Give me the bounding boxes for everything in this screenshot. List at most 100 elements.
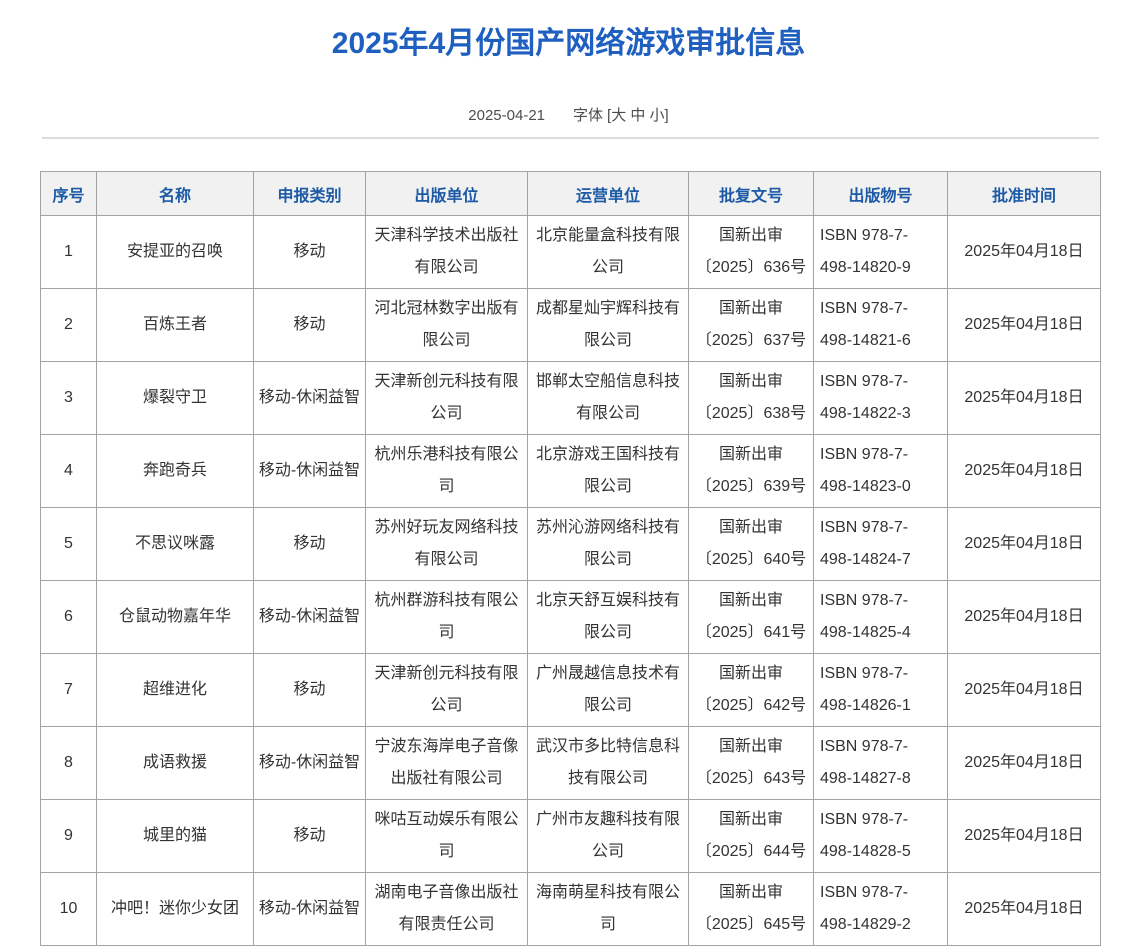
- col-header-isbn: 出版物号: [813, 171, 948, 216]
- cell-approval-date: 2025年04月18日: [947, 507, 1101, 581]
- cell-name: 奔跑奇兵: [96, 434, 254, 508]
- col-header-no: 序号: [40, 171, 97, 216]
- cell-isbn: ISBN 978-7- 498-14823-0: [813, 434, 948, 508]
- cell-category: 移动: [253, 288, 366, 362]
- cell-name: 超维进化: [96, 653, 254, 727]
- cell-no: 10: [40, 872, 97, 946]
- cell-operator: 成都星灿宇辉科技有 限公司: [527, 288, 689, 362]
- cell-category: 移动: [253, 215, 366, 289]
- cell-category: 移动-休闲益智: [253, 872, 366, 946]
- cell-name: 仓鼠动物嘉年华: [96, 580, 254, 654]
- table-row: 3 爆裂守卫 移动-休闲益智 天津新创元科技有限 公司 邯郸太空船信息科技 有限…: [40, 361, 1101, 435]
- table-row: 10 冲吧！迷你少女团 移动-休闲益智 湖南电子音像出版社 有限责任公司 海南萌…: [40, 872, 1101, 946]
- cell-approval-no: 国新出审 〔2025〕644号: [688, 799, 814, 873]
- cell-no: 5: [40, 507, 97, 581]
- cell-approval-no: 国新出审 〔2025〕639号: [688, 434, 814, 508]
- col-header-approval-no: 批复文号: [688, 171, 814, 216]
- cell-isbn: ISBN 978-7- 498-14827-8: [813, 726, 948, 800]
- cell-operator: 广州市友趣科技有限 公司: [527, 799, 689, 873]
- table-row: 9 城里的猫 移动 咪咕互动娱乐有限公 司 广州市友趣科技有限 公司 国新出审 …: [40, 799, 1101, 873]
- cell-isbn: ISBN 978-7- 498-14822-3: [813, 361, 948, 435]
- table-row: 1 安提亚的召唤 移动 天津科学技术出版社 有限公司 北京能量盒科技有限 公司 …: [40, 215, 1101, 289]
- cell-approval-no: 国新出审 〔2025〕640号: [688, 507, 814, 581]
- approval-table-header: 序号 名称 申报类别 出版单位 运营单位 批复文号 出版物号 批准时间: [40, 171, 1101, 216]
- font-size-controls[interactable]: [大 中 小]: [607, 107, 669, 124]
- cell-isbn: ISBN 978-7- 498-14825-4: [813, 580, 948, 654]
- cell-approval-date: 2025年04月18日: [947, 726, 1101, 800]
- cell-isbn: ISBN 978-7- 498-14824-7: [813, 507, 948, 581]
- cell-publisher: 天津新创元科技有限 公司: [365, 361, 528, 435]
- cell-publisher: 杭州乐港科技有限公 司: [365, 434, 528, 508]
- cell-operator: 广州晟越信息技术有 限公司: [527, 653, 689, 727]
- cell-category: 移动-休闲益智: [253, 434, 366, 508]
- cell-name: 城里的猫: [96, 799, 254, 873]
- cell-isbn: ISBN 978-7- 498-14826-1: [813, 653, 948, 727]
- cell-no: 7: [40, 653, 97, 727]
- cell-no: 6: [40, 580, 97, 654]
- table-row: 7 超维进化 移动 天津新创元科技有限 公司 广州晟越信息技术有 限公司 国新出…: [40, 653, 1101, 727]
- cell-no: 1: [40, 215, 97, 289]
- cell-category: 移动-休闲益智: [253, 726, 366, 800]
- col-header-publisher: 出版单位: [365, 171, 528, 216]
- col-header-approval-date: 批准时间: [947, 171, 1101, 216]
- cell-isbn: ISBN 978-7- 498-14821-6: [813, 288, 948, 362]
- cell-approval-date: 2025年04月18日: [947, 580, 1101, 654]
- cell-category: 移动: [253, 507, 366, 581]
- cell-operator: 北京天舒互娱科技有 限公司: [527, 580, 689, 654]
- cell-publisher: 湖南电子音像出版社 有限责任公司: [365, 872, 528, 946]
- table-wrap: 序号 名称 申报类别 出版单位 运营单位 批复文号 出版物号 批准时间 1 安提…: [40, 171, 1101, 946]
- cell-approval-date: 2025年04月18日: [947, 288, 1101, 362]
- cell-category: 移动-休闲益智: [253, 580, 366, 654]
- table-row: 2 百炼王者 移动 河北冠林数字出版有 限公司 成都星灿宇辉科技有 限公司 国新…: [40, 288, 1101, 362]
- cell-name: 冲吧！迷你少女团: [96, 872, 254, 946]
- cell-approval-no: 国新出审 〔2025〕641号: [688, 580, 814, 654]
- cell-no: 3: [40, 361, 97, 435]
- cell-category: 移动: [253, 799, 366, 873]
- cell-publisher: 天津科学技术出版社 有限公司: [365, 215, 528, 289]
- approval-table: 序号 名称 申报类别 出版单位 运营单位 批复文号 出版物号 批准时间 1 安提…: [40, 171, 1101, 946]
- cell-operator: 北京游戏王国科技有 限公司: [527, 434, 689, 508]
- cell-category: 移动-休闲益智: [253, 361, 366, 435]
- table-row: 4 奔跑奇兵 移动-休闲益智 杭州乐港科技有限公 司 北京游戏王国科技有 限公司…: [40, 434, 1101, 508]
- cell-approval-no: 国新出审 〔2025〕637号: [688, 288, 814, 362]
- cell-approval-no: 国新出审 〔2025〕636号: [688, 215, 814, 289]
- table-row: 6 仓鼠动物嘉年华 移动-休闲益智 杭州群游科技有限公 司 北京天舒互娱科技有 …: [40, 580, 1101, 654]
- cell-approval-no: 国新出审 〔2025〕642号: [688, 653, 814, 727]
- cell-approval-no: 国新出审 〔2025〕638号: [688, 361, 814, 435]
- cell-no: 2: [40, 288, 97, 362]
- cell-operator: 武汉市多比特信息科 技有限公司: [527, 726, 689, 800]
- cell-isbn: ISBN 978-7- 498-14829-2: [813, 872, 948, 946]
- cell-name: 爆裂守卫: [96, 361, 254, 435]
- cell-operator: 海南萌星科技有限公 司: [527, 872, 689, 946]
- col-header-category: 申报类别: [253, 171, 366, 216]
- cell-no: 4: [40, 434, 97, 508]
- header-row: 序号 名称 申报类别 出版单位 运营单位 批复文号 出版物号 批准时间: [40, 171, 1101, 216]
- cell-approval-date: 2025年04月18日: [947, 215, 1101, 289]
- page-title: 2025年4月份国产网络游戏审批信息: [331, 27, 806, 60]
- cell-publisher: 苏州好玩友网络科技 有限公司: [365, 507, 528, 581]
- cell-name: 不思议咪露: [96, 507, 254, 581]
- cell-no: 9: [40, 799, 97, 873]
- cell-isbn: ISBN 978-7- 498-14820-9: [813, 215, 948, 289]
- cell-category: 移动: [253, 653, 366, 727]
- cell-operator: 北京能量盒科技有限 公司: [527, 215, 689, 289]
- cell-approval-date: 2025年04月18日: [947, 872, 1101, 946]
- cell-approval-no: 国新出审 〔2025〕645号: [688, 872, 814, 946]
- cell-publisher: 天津新创元科技有限 公司: [365, 653, 528, 727]
- publish-date: 2025-04-21: [468, 107, 546, 124]
- cell-approval-date: 2025年04月18日: [947, 653, 1101, 727]
- cell-operator: 苏州沁游网络科技有 限公司: [527, 507, 689, 581]
- table-row: 5 不思议咪露 移动 苏州好玩友网络科技 有限公司 苏州沁游网络科技有 限公司 …: [40, 507, 1101, 581]
- cell-approval-date: 2025年04月18日: [947, 434, 1101, 508]
- cell-publisher: 咪咕互动娱乐有限公 司: [365, 799, 528, 873]
- col-header-operator: 运营单位: [527, 171, 689, 216]
- col-header-name: 名称: [96, 171, 254, 216]
- table-row: 8 成语救援 移动-休闲益智 宁波东海岸电子音像 出版社有限公司 武汉市多比特信…: [40, 726, 1101, 800]
- approval-table-body: 1 安提亚的召唤 移动 天津科学技术出版社 有限公司 北京能量盒科技有限 公司 …: [40, 215, 1101, 946]
- cell-name: 百炼王者: [96, 288, 254, 362]
- meta-bar: 2025-04-21 字体 [大 中 小]: [0, 106, 1137, 126]
- cell-name: 安提亚的召唤: [96, 215, 254, 289]
- cell-approval-no: 国新出审 〔2025〕643号: [688, 726, 814, 800]
- cell-publisher: 杭州群游科技有限公 司: [365, 580, 528, 654]
